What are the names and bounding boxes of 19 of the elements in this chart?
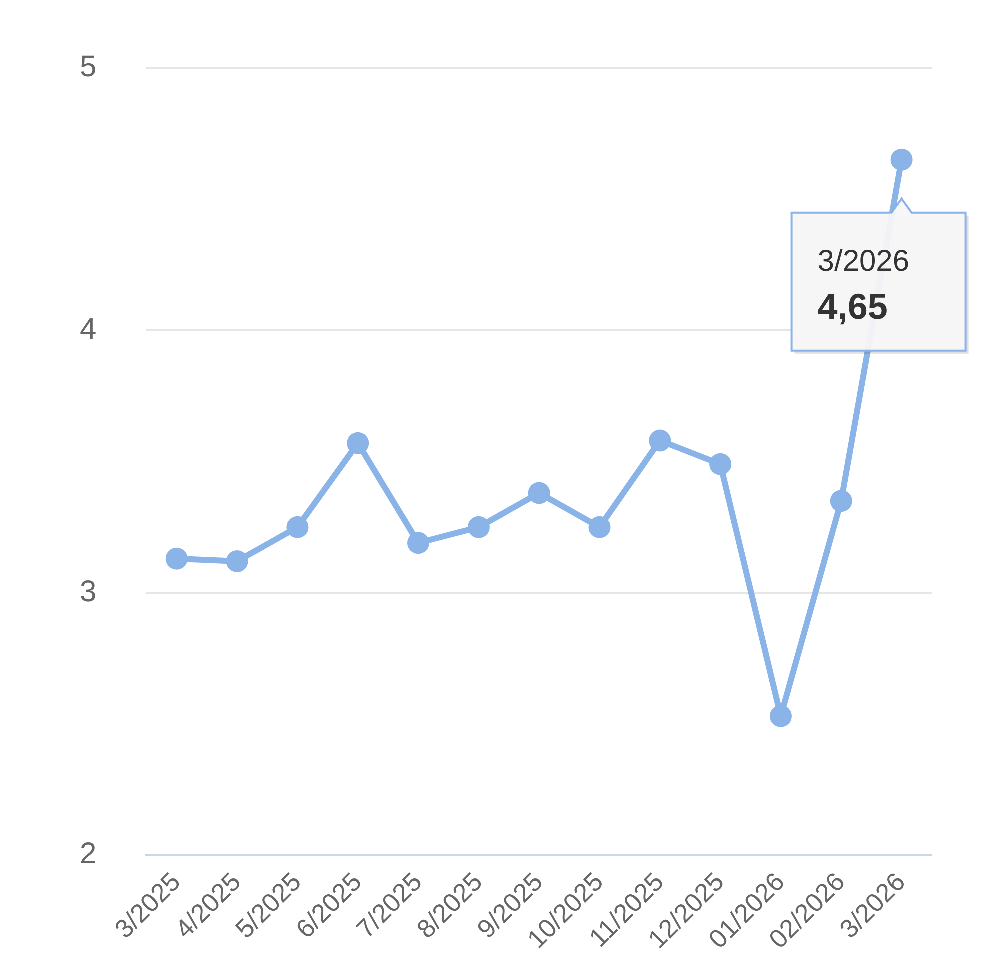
point xyxy=(347,432,370,454)
point xyxy=(408,532,430,554)
point xyxy=(770,705,792,728)
annotation: 4,65 xyxy=(818,286,888,327)
y-tick-label: 4 xyxy=(80,312,97,346)
point xyxy=(830,490,852,512)
point xyxy=(286,516,309,538)
point xyxy=(166,548,188,570)
point xyxy=(528,482,550,504)
point xyxy=(649,430,672,452)
point xyxy=(710,453,732,476)
y-tick-label: 2 xyxy=(80,838,97,871)
y-tick-label: 3 xyxy=(80,575,97,608)
annotation: 3/2026 xyxy=(818,244,910,278)
point xyxy=(226,550,248,572)
y-tick-label: 5 xyxy=(80,50,97,84)
point xyxy=(468,516,490,538)
point xyxy=(588,516,611,538)
point xyxy=(890,148,913,171)
